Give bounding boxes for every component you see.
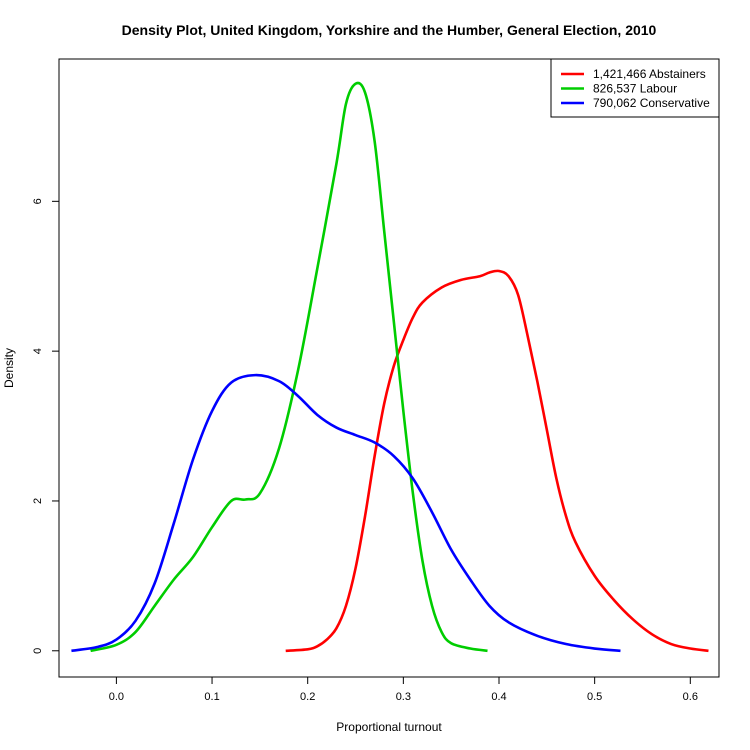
- x-tick-label: 0.4: [491, 691, 506, 703]
- legend-label-2: 790,062 Conservative: [593, 96, 710, 110]
- y-tick-label: 2: [32, 498, 44, 504]
- x-axis-label: Proportional turnout: [336, 720, 442, 734]
- chart-title: Density Plot, United Kingdom, Yorkshire …: [122, 22, 657, 38]
- series-line-1: [90, 81, 488, 653]
- series-line-0: [285, 269, 709, 653]
- legend-label-0: 1,421,466 Abstainers: [593, 67, 706, 81]
- x-tick-label: 0.1: [204, 691, 219, 703]
- legend-label-1: 826,537 Labour: [593, 82, 677, 96]
- y-tick-label: 4: [32, 348, 44, 354]
- x-tick-label: 0.6: [683, 691, 698, 703]
- x-tick-label: 0.5: [587, 691, 602, 703]
- series-line-2: [71, 373, 621, 653]
- y-tick-label: 0: [32, 648, 44, 654]
- density-curves: [71, 81, 709, 653]
- x-tick-label: 0.2: [300, 691, 315, 703]
- y-axis: 0 2 4 6: [32, 198, 60, 654]
- plot-area-border: [58, 58, 720, 678]
- y-axis-label: Density: [2, 348, 16, 388]
- x-axis: 0.0 0.1 0.2 0.3 0.4 0.5 0.6: [109, 676, 698, 703]
- x-tick-label: 0.3: [396, 691, 411, 703]
- x-tick-label: 0.0: [109, 691, 124, 703]
- y-tick-label: 6: [32, 198, 44, 204]
